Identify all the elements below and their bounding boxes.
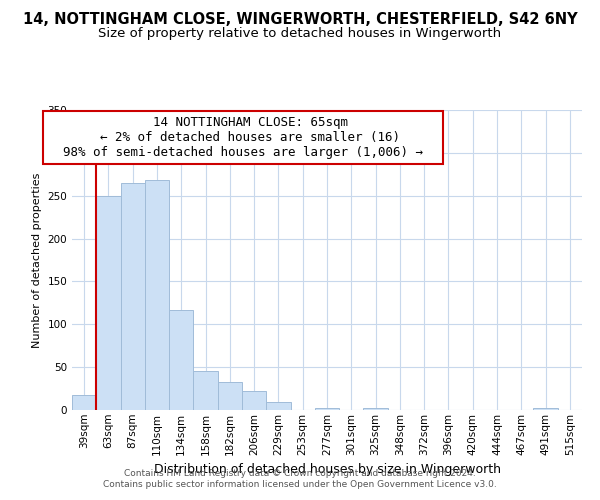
Bar (533, 408, 558, 410)
Text: Size of property relative to detached houses in Wingerworth: Size of property relative to detached ho… (98, 28, 502, 40)
Text: Contains public sector information licensed under the Open Government Licence v3: Contains public sector information licen… (103, 480, 497, 489)
Text: 14, NOTTINGHAM CLOSE, WINGERWORTH, CHESTERFIELD, S42 6NY: 14, NOTTINGHAM CLOSE, WINGERWORTH, CHEST… (23, 12, 577, 28)
Bar (193, 372, 218, 410)
Bar (145, 180, 169, 410)
Bar (266, 402, 290, 410)
Bar (121, 183, 145, 410)
Text: Contains HM Land Registry data © Crown copyright and database right 2024.: Contains HM Land Registry data © Crown c… (124, 468, 476, 477)
Bar (315, 408, 339, 410)
Y-axis label: Number of detached properties: Number of detached properties (32, 172, 42, 348)
Text: 14 NOTTINGHAM CLOSE: 65sqm
  ← 2% of detached houses are smaller (16)
  98% of s: 14 NOTTINGHAM CLOSE: 65sqm ← 2% of detac… (48, 116, 438, 159)
Bar (96, 196, 121, 410)
Bar (242, 391, 266, 410)
Bar (72, 396, 96, 410)
Bar (218, 382, 242, 410)
X-axis label: Distribution of detached houses by size in Wingerworth: Distribution of detached houses by size … (154, 463, 500, 476)
Bar (364, 408, 388, 410)
Bar (169, 310, 193, 410)
